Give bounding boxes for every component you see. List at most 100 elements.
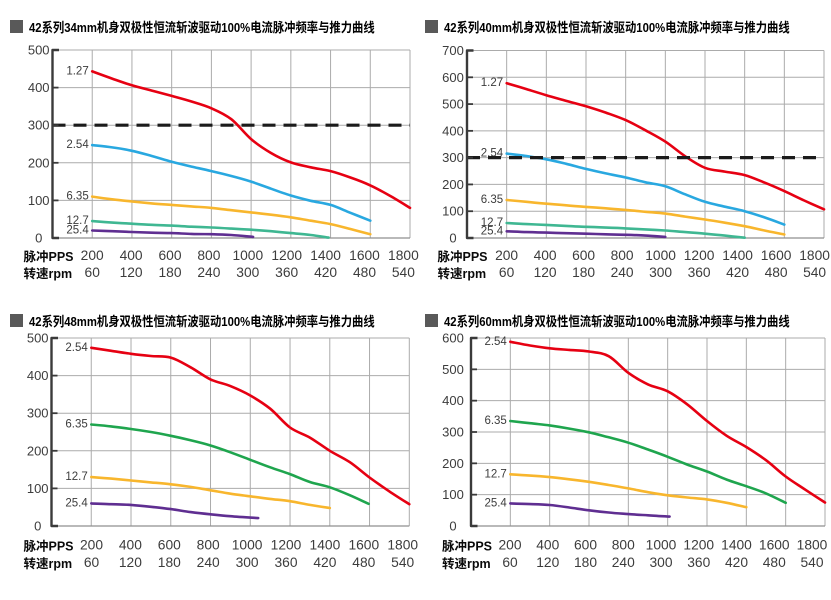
y-axis-label: 100 — [442, 487, 464, 502]
series-label: 12.7 — [66, 215, 88, 227]
curve-6.35 — [90, 195, 372, 236]
x-tick-label-pps: 800 — [611, 248, 634, 263]
row-header-rpm: 转速rpm — [24, 263, 73, 282]
x-tick-label-rpm: 480 — [353, 265, 376, 280]
x-tick-label-pps: 1800 — [799, 248, 830, 263]
curve-1.27 — [505, 81, 826, 211]
x-tick-label-pps: 200 — [80, 538, 103, 553]
x-tick-label-pps: 200 — [495, 248, 518, 263]
chart-bottom-right: 2.54 6.35 12.7 25.4 0 100 200 300 400 500 600 200 40… — [442, 331, 828, 573]
x-tick-label-pps: 200 — [498, 538, 521, 553]
series-label: 6.35 — [481, 194, 503, 206]
row-header-rpm: 转速rpm — [24, 553, 73, 572]
x-tick-label-rpm: 540 — [391, 555, 414, 570]
chart-top-left: 1.27 2.54 6.35 12.725.4 0 100 200 300 400 500 200 4… — [24, 43, 420, 283]
curve-12.7 — [90, 475, 332, 510]
x-tick-label-rpm: 60 — [502, 555, 518, 570]
row-header-pps: 脉冲PPS — [442, 536, 492, 555]
x-tick-label-rpm: 360 — [688, 265, 711, 280]
x-tick-label-pps: 1600 — [759, 538, 790, 553]
x-tick-label-rpm: 360 — [687, 555, 710, 570]
y-axis-label: 200 — [442, 177, 464, 192]
y-axis-label: 200 — [28, 155, 50, 170]
x-tick-label-rpm: 60 — [499, 265, 515, 280]
x-tick-label-rpm: 120 — [534, 265, 557, 280]
x-tick-label-rpm: 120 — [119, 555, 142, 570]
series-label: 1.27 — [66, 65, 88, 77]
row-header-rpm: 转速rpm — [442, 553, 491, 572]
x-tick-label-pps: 1000 — [232, 538, 263, 553]
series-label: 2.54 — [65, 342, 88, 354]
y-axis-label: 0 — [449, 519, 456, 534]
curve-12.7 — [90, 219, 330, 239]
x-tick-label-pps: 1600 — [348, 538, 379, 553]
x-tick-label-pps: 800 — [197, 538, 220, 553]
x-tick-label-rpm: 300 — [649, 265, 672, 280]
series-label: 25.4 — [65, 497, 88, 509]
x-tick-label-pps: 600 — [158, 248, 181, 263]
y-axis-label: 500 — [27, 331, 49, 346]
x-tick-label-pps: 1600 — [349, 248, 380, 263]
x-tick-label-pps: 1000 — [646, 538, 677, 553]
curve-2.54 — [90, 346, 411, 506]
curve-12.7 — [505, 221, 746, 239]
y-axis-label: 700 — [442, 43, 464, 58]
row-header-rpm: 转速rpm — [438, 263, 487, 282]
series-label: 25.4 — [484, 497, 507, 509]
chart-title: 42系列48mm机身双极性恒流斩波驱动100%电流脉冲频率与推力曲线 — [29, 311, 375, 330]
y-axis-label: 600 — [442, 70, 464, 85]
series-label: 12.7 — [484, 468, 506, 480]
x-tick-label-pps: 1600 — [761, 248, 792, 263]
x-tick-label-pps: 600 — [572, 248, 595, 263]
x-tick-label-pps: 1800 — [388, 248, 419, 263]
x-tick-label-pps: 600 — [158, 538, 181, 553]
series-label: 6.35 — [66, 191, 88, 203]
y-axis-label: 300 — [28, 118, 50, 133]
x-tick-label-pps: 400 — [536, 538, 559, 553]
chart-title-row: 42系列34mm机身双极性恒流斩波驱动100%电流脉冲频率与推力曲线 — [10, 17, 426, 37]
curve-12.7 — [509, 473, 748, 509]
x-tick-label-rpm: 240 — [197, 555, 220, 570]
series-label: 25.4 — [481, 225, 504, 237]
y-axis-label: 100 — [27, 481, 49, 496]
x-tick-label-rpm: 180 — [158, 555, 181, 570]
x-tick-label-pps: 1800 — [387, 538, 418, 553]
series-label: 1.27 — [481, 77, 503, 89]
y-axis-label: 0 — [35, 231, 42, 246]
curve-25.4 — [90, 229, 255, 239]
x-tick-label-rpm: 120 — [536, 555, 559, 570]
curve-6.35 — [90, 423, 370, 506]
x-tick-label-pps: 1800 — [797, 538, 828, 553]
chart-title-row: 42系列40mm机身双极性恒流斩波驱动100%电流脉冲频率与推力曲线 — [424, 17, 831, 37]
x-tick-label-pps: 1200 — [271, 538, 302, 553]
y-axis-label: 300 — [27, 406, 49, 421]
x-tick-label-rpm: 60 — [85, 265, 101, 280]
series-label: 2.54 — [66, 139, 89, 151]
x-tick-label-pps: 1200 — [684, 248, 715, 263]
x-tick-label-rpm: 240 — [197, 265, 220, 280]
curve-25.4 — [509, 502, 671, 518]
y-axis-label: 100 — [28, 193, 50, 208]
series-label: 6.35 — [65, 418, 87, 430]
x-tick-label-rpm: 480 — [765, 265, 788, 280]
y-axis-label: 500 — [442, 362, 464, 377]
x-tick-label-pps: 600 — [574, 538, 597, 553]
x-tick-label-rpm: 300 — [236, 265, 259, 280]
title-bullet-icon — [424, 314, 438, 327]
row-header-pps: 脉冲PPS — [24, 246, 74, 265]
chart-top-right: 1.272.546.3512.725.401002003004005006007… — [438, 43, 831, 282]
x-tick-label-rpm: 60 — [84, 555, 100, 570]
y-axis-label: 300 — [442, 425, 464, 440]
row-header-pps: 脉冲PPS — [24, 536, 74, 555]
chart-bottom-left: 2.54 6.35 12.7 25.4 0 100 200 300 400 500 200 400 60… — [24, 331, 419, 573]
series-label: 25.4 — [66, 224, 89, 236]
y-axis-label: 400 — [27, 368, 49, 383]
curve-2.54 — [505, 152, 786, 226]
y-axis-bracket — [50, 336, 58, 528]
x-tick-label-rpm: 120 — [120, 265, 143, 280]
x-tick-label-rpm: 540 — [392, 265, 415, 280]
chart-title: 42系列34mm机身双极性恒流斩波驱动100%电流脉冲频率与推力曲线 — [29, 17, 375, 36]
x-tick-label-pps: 1000 — [645, 248, 676, 263]
x-tick-label-pps: 1400 — [310, 248, 341, 263]
